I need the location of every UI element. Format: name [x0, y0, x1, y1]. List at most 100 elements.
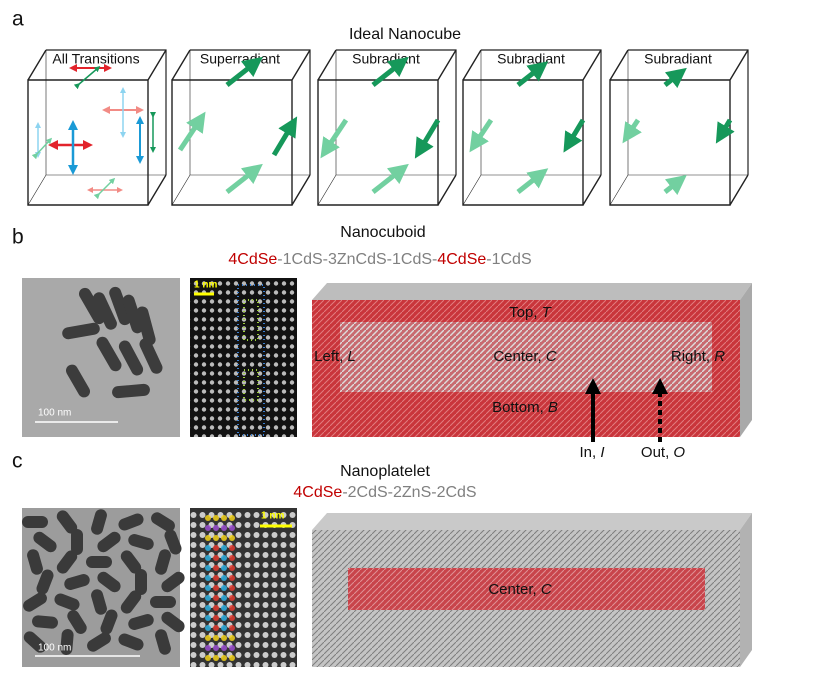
cube — [462, 49, 602, 206]
atom — [205, 525, 211, 531]
cube — [317, 49, 457, 206]
arrow — [225, 163, 263, 194]
region-label: Out, O — [641, 444, 686, 461]
nanoplatelet — [128, 534, 154, 550]
atom — [213, 585, 219, 591]
nanoplatelet — [32, 615, 58, 629]
nanoplatelet — [118, 513, 144, 531]
atom — [221, 545, 227, 551]
panel-title: Ideal Nanocube — [349, 26, 461, 43]
composition: 4CdSe-1CdS-3ZnCdS-1CdS-4CdSe-1CdS — [228, 251, 531, 268]
scale-label: 1 nm — [261, 511, 284, 522]
arrow — [225, 56, 263, 87]
cuboid-side — [740, 283, 752, 437]
composition-part: -1CdS — [486, 251, 531, 268]
atom — [229, 575, 235, 581]
composition-part: -1CdS-3ZnCdS-1CdS- — [277, 251, 437, 268]
region-label: Bottom, B — [492, 399, 558, 416]
arrow — [715, 118, 735, 144]
hrtem-image — [190, 278, 297, 437]
cube-label: Superradiant — [200, 51, 280, 67]
nanoplatelet — [150, 596, 176, 608]
atom — [213, 515, 219, 521]
arrow — [320, 118, 349, 159]
scale-label: 100 nm — [38, 643, 71, 654]
cube-front — [171, 49, 311, 206]
atom — [229, 565, 235, 571]
atom — [205, 515, 211, 521]
nanoplatelet — [155, 549, 171, 575]
arrow — [469, 118, 494, 153]
panel-letter: c — [12, 450, 23, 473]
atom — [213, 525, 219, 531]
cube-front — [27, 49, 167, 206]
nanoplatelet — [23, 631, 47, 653]
cube-hidden — [462, 50, 601, 206]
atom — [221, 605, 227, 611]
atom — [221, 525, 227, 531]
atom — [221, 575, 227, 581]
nanoplatelet — [91, 509, 107, 535]
nanoplatelet — [97, 531, 121, 553]
composition-part: 4CdSe — [228, 251, 277, 268]
cube-hidden — [27, 50, 166, 206]
atom — [229, 645, 235, 651]
region-label: In, I — [579, 444, 604, 461]
arrow — [177, 111, 206, 152]
atom — [229, 625, 235, 631]
arrow — [516, 61, 549, 87]
nanoplatelet — [128, 614, 154, 630]
cube-front — [317, 49, 457, 206]
nanoplatelet — [135, 569, 147, 595]
region-label: Center, C — [488, 581, 552, 598]
nanoplatelet — [118, 633, 144, 651]
arrow — [93, 177, 116, 200]
nanoplatelet — [23, 592, 47, 612]
arrow — [271, 116, 298, 157]
cube-hidden — [171, 50, 310, 206]
cube — [609, 49, 749, 206]
atom — [229, 595, 235, 601]
atom — [205, 595, 211, 601]
atom — [221, 565, 227, 571]
nanoplatelet — [56, 510, 78, 534]
cube-hidden — [609, 50, 748, 206]
arrow — [663, 67, 687, 89]
arrow — [516, 168, 549, 194]
atom — [229, 555, 235, 561]
nanoplatelet — [161, 611, 185, 633]
atom — [213, 655, 219, 661]
nanoplatelet — [97, 571, 121, 593]
atom — [205, 565, 211, 571]
atom — [221, 585, 227, 591]
cube — [27, 49, 167, 206]
cuboid-inner — [340, 322, 712, 392]
atom — [205, 625, 211, 631]
atom — [213, 575, 219, 581]
panel-title: Nanoplatelet — [340, 463, 430, 480]
nanoplatelet — [120, 550, 142, 574]
atom — [213, 555, 219, 561]
cube-front — [609, 49, 749, 206]
atom — [205, 605, 211, 611]
nanoplatelet — [60, 629, 74, 655]
nanoplatelet — [161, 571, 185, 593]
nanoplatelet — [67, 610, 87, 634]
nanoplatelet — [22, 516, 48, 528]
atom — [221, 635, 227, 641]
atom — [205, 545, 211, 551]
nanoplatelet — [56, 550, 78, 574]
atom — [229, 545, 235, 551]
nanoplatelet — [36, 569, 54, 595]
nanoplatelet — [155, 629, 171, 655]
atom — [205, 585, 211, 591]
nanoplatelet — [71, 529, 83, 555]
atom — [229, 515, 235, 521]
atom — [205, 655, 211, 661]
arrow — [622, 118, 642, 144]
scale-label: 1 nm — [194, 280, 217, 291]
region-label: Left, L — [314, 348, 356, 365]
atom-column — [237, 284, 265, 436]
arrow — [414, 118, 441, 159]
